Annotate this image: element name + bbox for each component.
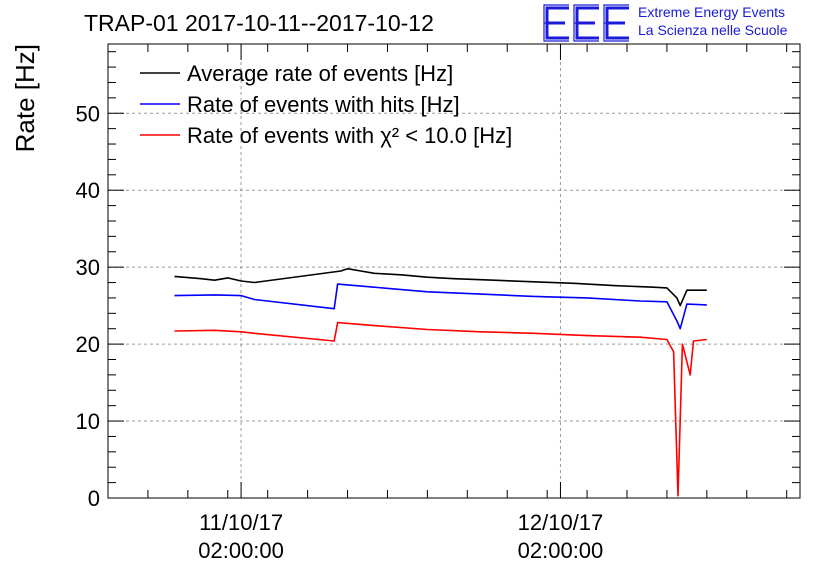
series-line-2 — [174, 283, 707, 330]
y-tick-label: 50 — [76, 101, 100, 126]
y-tick-label: 0 — [88, 486, 100, 511]
series-line-1 — [174, 267, 707, 307]
plot-frame — [107, 43, 801, 499]
axis-ticks — [107, 44, 800, 499]
legend-label-2: Rate of events with hits [Hz] — [187, 92, 460, 117]
x-tick-date-label: 11/10/17 — [199, 510, 283, 535]
y-tick-label: 20 — [76, 332, 100, 357]
eee-logo — [543, 4, 629, 42]
y-axis-label: Rate [Hz] — [10, 44, 40, 152]
legend-label-1: Average rate of events [Hz] — [187, 61, 453, 86]
y-tick-label: 30 — [76, 255, 100, 280]
grid — [108, 44, 800, 498]
legend-label-3: Rate of events with χ² < 10.0 [Hz] — [187, 123, 512, 148]
axis-labels: 0 10 20 30 40 50 11/10/17 02:00:00 12/10/17 02:00… — [10, 44, 603, 563]
y-tick-label: 10 — [76, 409, 100, 434]
chart-title: TRAP-01 2017-10-11--2017-10-12 — [84, 10, 434, 36]
x-tick-date-label: 12/10/17 — [518, 510, 604, 535]
legend: Average rate of events [Hz] Rate of event… — [140, 61, 512, 148]
logo-line-2: La Scienza nelle Scuole — [638, 22, 788, 38]
series-line-3 — [174, 321, 707, 497]
x-tick-time-label: 02:00:00 — [198, 538, 284, 563]
logo-line-1: Extreme Energy Events — [638, 4, 786, 20]
series-layer — [174, 267, 707, 497]
x-tick-time-label: 02:00:00 — [518, 538, 604, 563]
y-tick-label: 40 — [76, 178, 100, 203]
